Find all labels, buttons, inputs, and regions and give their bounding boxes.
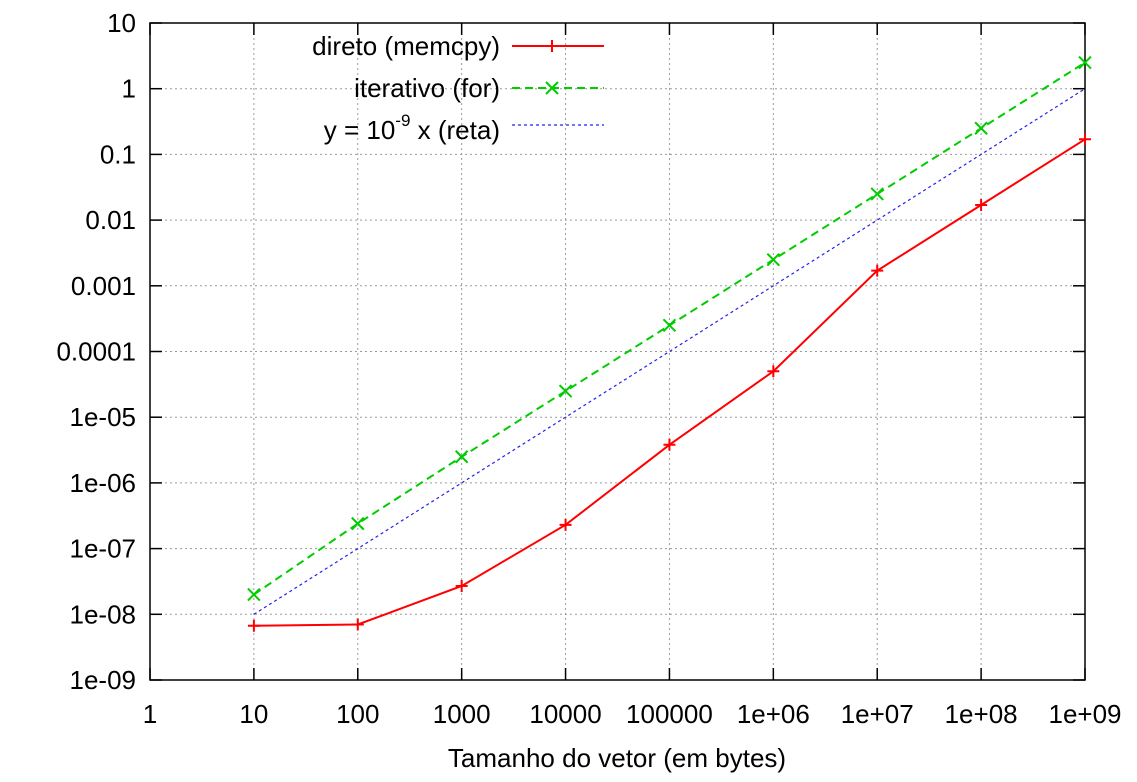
data-point-0 xyxy=(351,618,364,631)
data-point-0 xyxy=(871,264,884,277)
data-point-0 xyxy=(247,619,260,632)
x-tick-label: 1e+09 xyxy=(1048,699,1121,729)
y-tick-label: 1e-08 xyxy=(70,599,137,629)
data-point-1 xyxy=(974,121,988,135)
y-tick-label: 0.1 xyxy=(100,139,136,169)
data-point-1 xyxy=(1078,55,1092,70)
legend-marker-iterativo xyxy=(545,81,559,95)
data-point-1 xyxy=(558,384,573,398)
x-tick-label: 1e+07 xyxy=(841,699,914,729)
data-point-1 xyxy=(870,187,884,201)
y-tick-label: 10 xyxy=(107,8,136,38)
legend-label-reta-rest: x (reta) xyxy=(410,115,500,145)
axis-ticks xyxy=(149,22,1086,681)
legend-label-direto: direto (memcpy) xyxy=(312,31,500,61)
series xyxy=(247,55,1092,632)
y-tick-label: 0.001 xyxy=(71,271,136,301)
legend-label-reta: y = 10-9 x (reta) xyxy=(324,111,500,145)
x-tick-label: 10 xyxy=(239,699,268,729)
data-point-1 xyxy=(766,252,781,267)
data-point-0 xyxy=(559,518,572,531)
legend-label-reta-exponent: -9 xyxy=(395,111,410,130)
x-tick-label: 1e+06 xyxy=(737,699,810,729)
legend-label-reta-base: y = 10 xyxy=(324,115,396,145)
y-tick-label: 1e-09 xyxy=(70,665,137,695)
data-point-0 xyxy=(455,579,468,592)
x-tick-label: 1e+08 xyxy=(945,699,1018,729)
x-tick-label: 10000 xyxy=(529,699,601,729)
data-point-0 xyxy=(1079,133,1091,146)
y-tick-label: 0.01 xyxy=(85,205,136,235)
y-tick-label: 0.0001 xyxy=(56,337,136,367)
y-tick-label: 1e-07 xyxy=(70,534,137,564)
series-line-2 xyxy=(253,88,1086,615)
x-tick-label: 100000 xyxy=(626,699,713,729)
series-line-0 xyxy=(253,138,1086,627)
legend-label-iterativo: iterativo (for) xyxy=(354,73,500,103)
y-tick-label: 1e-05 xyxy=(70,402,137,432)
data-point-0 xyxy=(663,438,676,451)
legend: direto (memcpy) iterativo (for) y = 10-9… xyxy=(312,31,604,145)
x-tick-label: 1000 xyxy=(433,699,491,729)
data-point-0 xyxy=(767,365,780,378)
x-tick-labels: 1 10 100 1000 10000 100000 1e+06 1e+07 1e+08 1e+0… xyxy=(143,699,1122,729)
data-point-1 xyxy=(247,587,261,602)
x-tick-label: 100 xyxy=(336,699,379,729)
data-point-1 xyxy=(454,450,469,464)
data-point-1 xyxy=(662,318,677,333)
x-axis-title: Tamanho do vetor (em bytes) xyxy=(448,743,786,773)
x-tick-label: 1 xyxy=(143,699,157,729)
y-tick-labels: 1e-09 1e-08 1e-07 1e-06 1e-05 0.0001 0.001 0.01… xyxy=(56,8,136,695)
y-tick-label: 1 xyxy=(122,74,136,104)
data-point-0 xyxy=(975,198,988,211)
y-tick-label: 1e-06 xyxy=(70,468,137,498)
data-point-1 xyxy=(351,516,365,531)
legend-marker-direto xyxy=(546,40,558,52)
grid-lines xyxy=(150,23,1085,680)
